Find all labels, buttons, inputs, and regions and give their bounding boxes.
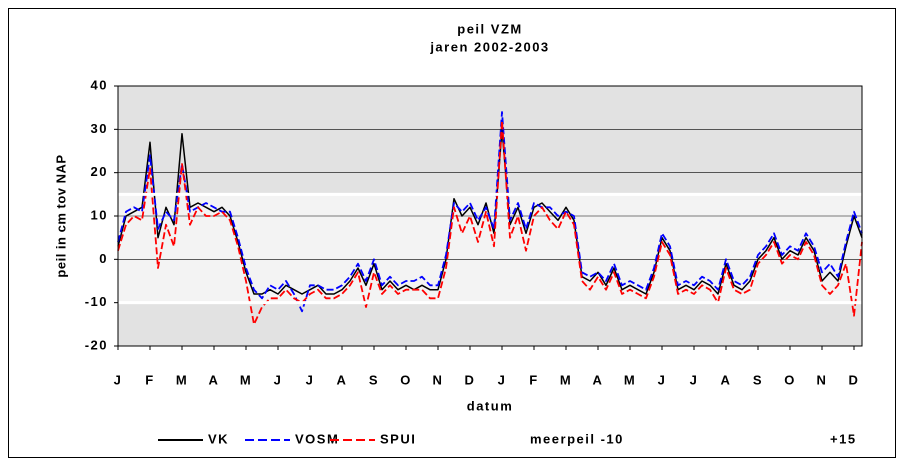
- y-axis-label: peil in cm tov NAP: [53, 154, 68, 277]
- x-tick-label: M: [176, 372, 188, 387]
- x-axis-label: datum: [467, 398, 514, 413]
- chart-subtitle: jaren 2002-2003: [429, 39, 549, 54]
- legend-label: SPUI: [380, 431, 416, 446]
- x-tick-label: O: [400, 372, 412, 387]
- x-tick-label: D: [849, 372, 860, 387]
- y-tick-label: 10: [91, 207, 108, 222]
- x-tick-label: N: [433, 372, 444, 387]
- y-tick-label: 20: [91, 164, 108, 179]
- x-tick-label: M: [624, 372, 636, 387]
- band: [118, 194, 862, 303]
- y-tick-label: 0: [99, 251, 108, 266]
- x-tick-label: D: [465, 372, 476, 387]
- x-tick-label: A: [721, 372, 732, 387]
- x-tick-label: M: [240, 372, 252, 387]
- series-line: [117, 111, 863, 313]
- chart-title: peil VZM: [457, 21, 522, 36]
- x-tick-label: J: [274, 372, 283, 387]
- y-tick-label: -10: [85, 294, 108, 309]
- x-tick-label: N: [817, 372, 828, 387]
- x-tick-label: A: [209, 372, 220, 387]
- y-tick-label: 40: [91, 77, 108, 92]
- x-tick-label: M: [560, 372, 572, 387]
- legend-label: +15: [830, 431, 857, 446]
- legend-label: meerpeil -10: [530, 431, 624, 446]
- y-tick-label: -20: [85, 337, 108, 352]
- x-tick-label: A: [593, 372, 604, 387]
- x-tick-label: S: [369, 372, 379, 387]
- series-line: [117, 119, 863, 326]
- x-tick-label: J: [306, 372, 315, 387]
- x-tick-label: J: [690, 372, 699, 387]
- y-tick-label: 30: [91, 121, 108, 136]
- x-tick-label: F: [145, 372, 154, 387]
- x-tick-label: A: [337, 372, 348, 387]
- x-tick-label: J: [114, 372, 123, 387]
- x-tick-label: O: [784, 372, 796, 387]
- x-tick-label: F: [529, 372, 538, 387]
- x-tick-label: J: [498, 372, 507, 387]
- legend-label: VK: [208, 431, 229, 446]
- x-tick-label: J: [658, 372, 667, 387]
- legend-label: VOSM: [295, 431, 339, 446]
- x-tick-label: S: [753, 372, 763, 387]
- plot-border: [117, 85, 863, 347]
